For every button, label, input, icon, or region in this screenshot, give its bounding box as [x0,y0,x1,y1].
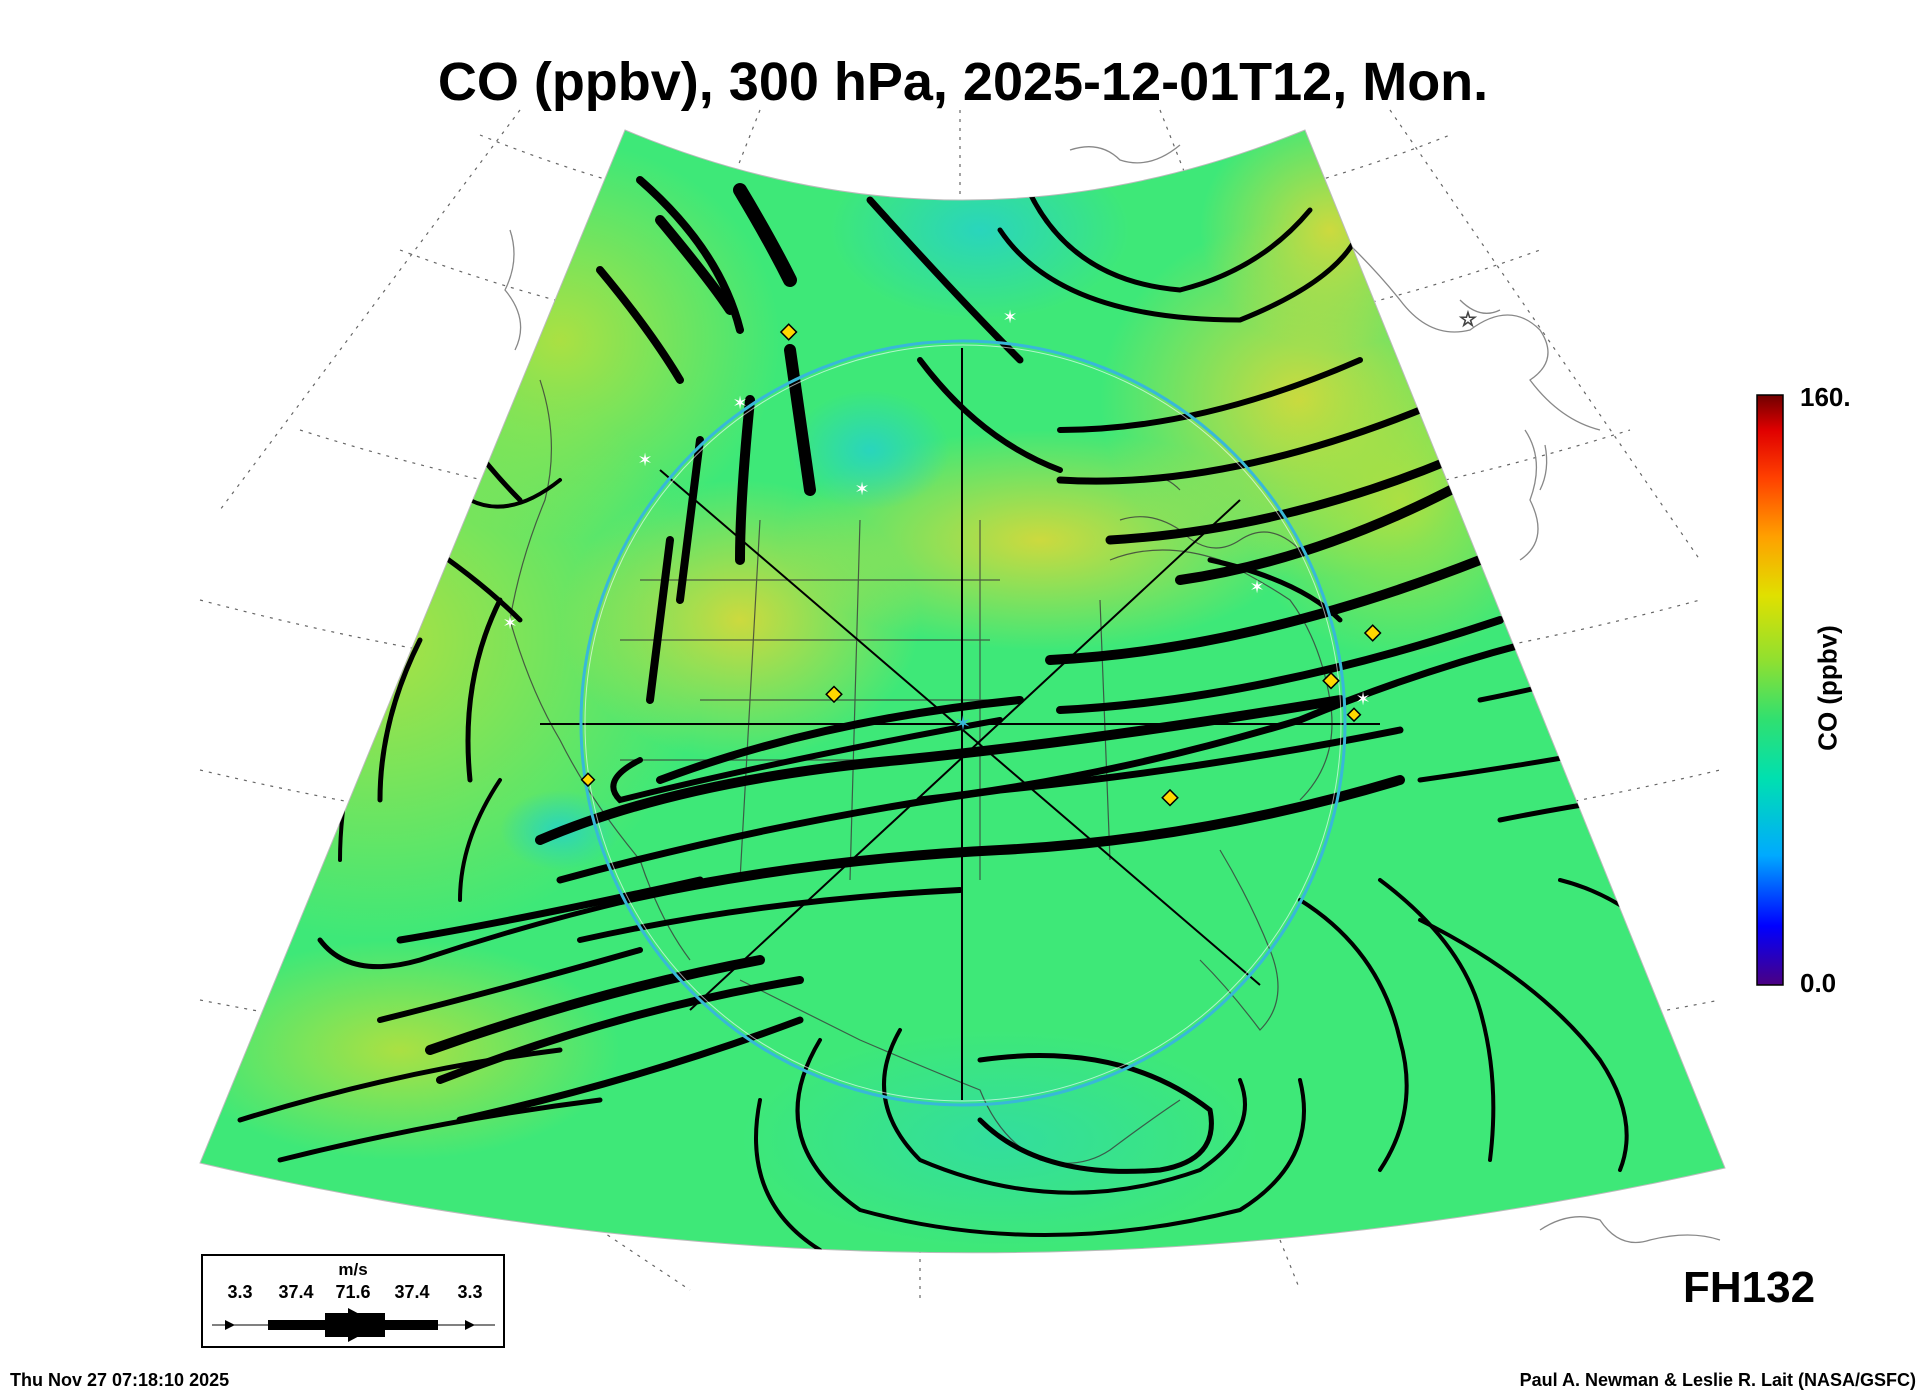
streamline [1175,475,1475,585]
star-marker: ✶ [502,613,517,634]
star-marker: ✶ [1249,577,1264,598]
streamline [1418,918,1629,1172]
star-outline-marker: ☆ [1459,307,1477,331]
target-ring-inner [584,344,1342,1102]
coastline-outside [504,144,1721,1244]
streamline [882,1028,1247,1195]
streamline [1056,406,1424,485]
streamline [646,536,674,704]
streamline [456,1016,804,1124]
colorbar [1756,394,1784,986]
crosshair [540,348,1380,1100]
streamline [377,637,423,803]
streamline [377,947,643,1023]
target-ring [579,339,1347,1107]
streamline [577,887,963,943]
legend-arrow-large [348,1308,380,1342]
station-stars: ✶ ✶ ✶ ✶ ✶ ✶ ✶ ✶ [502,307,1490,710]
legend-arrow-right [465,1320,475,1330]
wind-legend-value: 37.4 [278,1282,314,1302]
streamline [1057,357,1363,433]
star-marker: ✶ [732,393,747,414]
streamline [1207,557,1343,623]
wind-legend-box [201,1254,505,1348]
wind-streamlines [237,167,1702,1252]
station-markers [580,323,1382,807]
timestamp: Thu Nov 27 07:18:10 2025 [10,1370,230,1390]
star-marker: ✶ [854,479,869,500]
station-diamond [825,685,843,704]
wind-legend-value: 71.6 [335,1282,371,1302]
streamline [795,1038,1306,1237]
map-title: CO (ppbv), 300 hPa, 2025-12-01T12, Mon. [437,52,1489,112]
streamline [465,597,503,783]
station-diamond [580,772,596,788]
streamline [1017,167,1313,293]
streamline [735,395,755,565]
station-diamond [1363,624,1382,642]
streamline [733,183,797,287]
wind-legend-value: 37.4 [394,1282,430,1302]
center-marker: ✶ [955,711,972,735]
legend-arrow-small [225,1320,235,1330]
streamline [596,266,684,384]
streamline [458,778,502,902]
streamline [317,867,783,970]
forecast-hour-label: FH132 [1683,1263,1816,1312]
streamline [1056,616,1504,714]
streamline [1045,555,1485,665]
streamline [676,436,704,604]
streamline [1378,878,1496,1162]
wind-legend-value: 3.3 [227,1282,253,1302]
credit-line: Paul A. Newman & Leslie R. Lait (NASA/GS… [1519,1370,1916,1390]
streamline [655,215,735,315]
wind-legend-unit: m/s [338,1260,368,1279]
streamline [656,696,1024,784]
streamline [610,717,1003,804]
sector-outline [199,129,1726,1254]
colorbar-max-label: 160. [1800,382,1851,412]
streamline [1105,455,1455,545]
station-diamond [1322,671,1340,690]
star-marker: ✶ [1355,689,1370,710]
wind-legend-value: 3.3 [457,1282,483,1302]
station-diamond [1161,788,1179,807]
streamline [396,876,704,944]
colorbar-title: CO (ppbv) [1812,625,1843,751]
streamline [916,636,1544,804]
star-marker: ✶ [1002,307,1017,328]
streamline [754,1098,822,1252]
streamline [997,227,1363,323]
station-diamond [1346,707,1362,723]
streamline [1298,898,1409,1172]
co-field [200,130,1725,1253]
streamline [425,955,765,1055]
station-diamond [779,323,798,341]
colorbar-min-label: 0.0 [1800,968,1837,998]
streamline [277,1097,603,1163]
streamline [784,344,816,496]
star-marker: ✶ [1475,526,1490,547]
streamline [977,1053,1214,1174]
streamline [237,1047,563,1123]
streamline [535,695,1345,845]
colorbar-gradient [1756,394,1784,986]
wind-legend [201,1254,505,1348]
streamline [917,357,1063,473]
star-marker: ✶ [637,450,652,471]
